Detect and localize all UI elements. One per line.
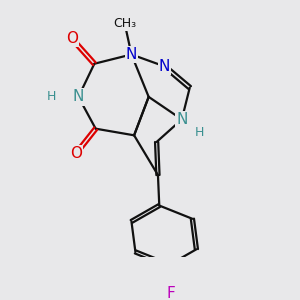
Text: N: N bbox=[73, 89, 84, 104]
Text: F: F bbox=[167, 286, 176, 300]
Text: O: O bbox=[70, 146, 82, 161]
Text: H: H bbox=[194, 126, 204, 139]
Text: N: N bbox=[126, 47, 137, 62]
Text: O: O bbox=[66, 31, 78, 46]
Text: N: N bbox=[159, 59, 170, 74]
Text: H: H bbox=[47, 90, 57, 104]
Text: CH₃: CH₃ bbox=[113, 17, 136, 31]
Text: N: N bbox=[176, 112, 188, 127]
